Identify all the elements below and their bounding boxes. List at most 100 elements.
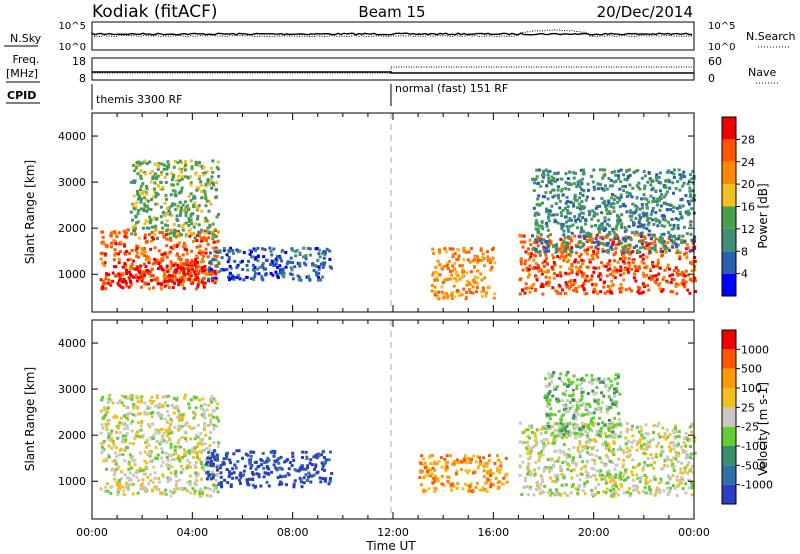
heatmap-cell-power-6 [605, 207, 609, 211]
heatmap-cell-velocity-0 [197, 441, 201, 445]
heatmap-cell-velocity-0 [123, 473, 127, 476]
heatmap-cell-power-3 [237, 274, 241, 278]
heatmap-cell-power-6 [668, 233, 672, 237]
heatmap-cell-velocity-4 [564, 431, 568, 435]
heatmap-cell-power-5 [669, 290, 673, 293]
heatmap-cell-power-0 [132, 259, 136, 263]
heatmap-cell-power-1 [138, 271, 142, 275]
heatmap-cell-velocity-4 [565, 398, 569, 402]
heatmap-cell-velocity-0 [109, 398, 113, 402]
heatmap-cell-power-2 [175, 218, 179, 222]
heatmap-cell-velocity-2 [477, 465, 480, 468]
heatmap-cell-power-6 [556, 185, 560, 189]
heatmap-cell-power-5 [535, 278, 539, 282]
heatmap-cell-power-6 [616, 214, 619, 218]
heatmap-cell-velocity-3 [605, 487, 609, 491]
heatmap-cell-velocity-4 [602, 394, 606, 398]
heatmap-cell-power-6 [544, 191, 548, 195]
heatmap-cell-power-5 [591, 237, 595, 241]
heatmap-cell-power-5 [653, 240, 657, 244]
heatmap-cell-velocity-0 [206, 486, 210, 490]
heatmap-cell-velocity-1 [310, 474, 314, 478]
heatmap-cell-power-5 [558, 285, 562, 289]
heatmap-cell-power-6 [640, 203, 644, 206]
heatmap-cell-power-4 [451, 253, 455, 257]
heatmap-cell-velocity-0 [216, 402, 220, 406]
heatmap-cell-power-2 [176, 206, 180, 210]
heatmap-cell-power-3 [232, 277, 236, 281]
heatmap-cell-power-5 [568, 242, 572, 246]
heatmap-cell-velocity-0 [166, 479, 170, 483]
heatmap-cell-power-2 [203, 190, 207, 194]
heatmap-cell-velocity-0 [207, 403, 211, 407]
heatmap-cell-velocity-3 [585, 446, 589, 450]
heatmap-cell-power-5 [648, 267, 652, 271]
heatmap-cell-velocity-2 [494, 476, 498, 480]
heatmap-cell-power-4 [455, 279, 459, 283]
heatmap-cell-velocity-4 [607, 389, 611, 393]
heatmap-cell-velocity-0 [116, 488, 120, 492]
heatmap-cell-power-1 [196, 264, 200, 268]
heatmap-cell-power-1 [197, 278, 201, 282]
heatmap-cell-power-6 [667, 180, 671, 184]
heatmap-cell-power-1 [167, 277, 171, 281]
heatmap-cell-velocity-4 [551, 373, 554, 377]
heatmap-cell-velocity-0 [204, 458, 208, 462]
heatmap-cell-power-6 [569, 200, 572, 204]
heatmap-cell-velocity-2 [496, 481, 500, 484]
heatmap-cell-power-6 [691, 189, 695, 193]
heatmap-cell-power-6 [584, 222, 587, 226]
heatmap-cell-velocity-1 [304, 450, 308, 454]
heatmap-cell-power-6 [637, 220, 641, 224]
heatmap-cell-velocity-3 [527, 444, 530, 448]
heatmap-cell-velocity-3 [614, 483, 617, 487]
heatmap-cell-velocity-3 [675, 475, 679, 479]
heatmap-cell-velocity-0 [126, 414, 130, 417]
heatmap-cell-power-5 [541, 285, 545, 288]
heatmap-cell-power-6 [637, 185, 640, 189]
heatmap-cell-velocity-0 [200, 477, 203, 481]
heatmap-cell-power-2 [143, 222, 147, 226]
heatmap-cell-velocity-3 [574, 436, 578, 440]
heatmap-cell-velocity-3 [640, 433, 644, 437]
heatmap-cell-velocity-0 [107, 436, 111, 440]
heatmap-cell-velocity-2 [437, 460, 441, 464]
heatmap-cell-velocity-3 [647, 444, 651, 448]
heatmap-cell-power-6 [555, 178, 559, 182]
heatmap-cell-power-6 [660, 224, 664, 228]
heatmap-cell-power-1 [111, 279, 115, 283]
heatmap-cell-velocity-1 [267, 467, 271, 471]
heatmap-cell-power-4 [452, 295, 456, 299]
heatmap-cell-power-5 [608, 259, 612, 263]
heatmap-cell-velocity-0 [192, 416, 196, 420]
heatmap-cell-power-6 [631, 202, 635, 206]
heatmap-cell-power-2 [152, 216, 156, 220]
heatmap-cell-power-4 [457, 254, 461, 258]
heatmap-cell-velocity-2 [487, 459, 491, 463]
heatmap-cell-power-2 [167, 209, 171, 213]
heatmap-cell-velocity-0 [133, 463, 137, 467]
heatmap-cell-power-2 [156, 167, 160, 171]
heatmap-cell-velocity-4 [587, 402, 591, 406]
heatmap-cell-power-5 [574, 265, 578, 269]
heatmap-cell-power-2 [214, 229, 217, 232]
heatmap-cell-power-0 [185, 248, 189, 252]
heatmap-cell-power-0 [197, 281, 201, 284]
heatmap-cell-power-4 [451, 269, 455, 273]
heatmap-cell-velocity-1 [212, 449, 216, 453]
heatmap-cell-power-3 [261, 266, 265, 270]
heatmap-cell-power-3 [254, 248, 257, 252]
heatmap-cell-power-2 [132, 179, 136, 183]
heatmap-cell-power-6 [673, 234, 676, 238]
heatmap-cell-power-5 [641, 253, 645, 257]
heatmap-cell-velocity-3 [594, 486, 598, 490]
heatmap-cell-power-5 [582, 281, 586, 285]
heatmap-cell-power-5 [567, 272, 571, 276]
heatmap-cell-power-5 [620, 256, 624, 260]
heatmap-cell-velocity-3 [595, 469, 599, 473]
heatmap-cell-power-6 [672, 172, 676, 176]
heatmap-cell-power-6 [539, 233, 543, 237]
heatmap-cell-power-6 [542, 173, 546, 177]
heatmap-cell-velocity-4 [581, 403, 585, 407]
heatmap-cell-power-3 [322, 263, 326, 267]
